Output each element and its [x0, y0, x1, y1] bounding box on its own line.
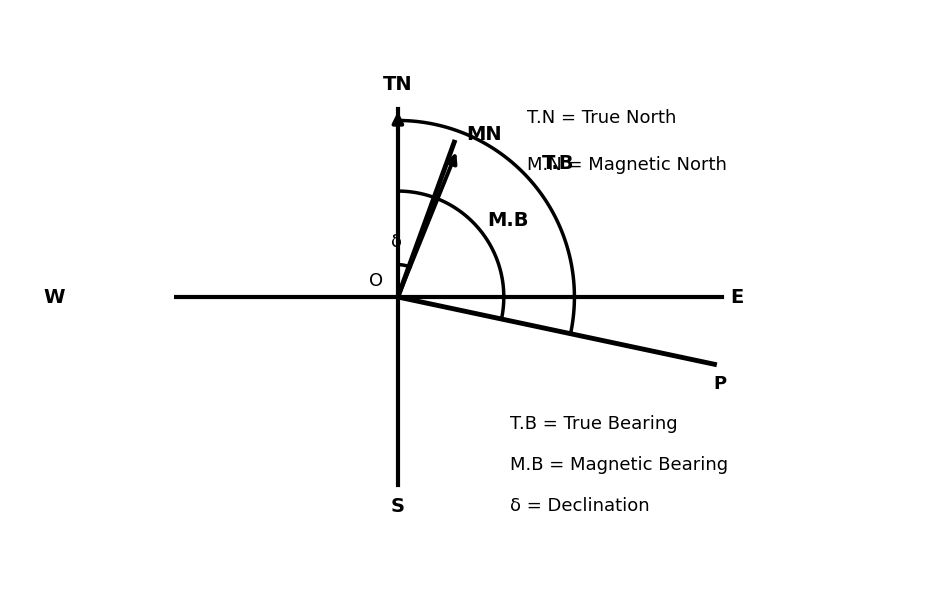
- Text: δ: δ: [391, 233, 402, 251]
- Text: W: W: [44, 287, 66, 307]
- Text: O: O: [369, 272, 383, 290]
- Text: P: P: [713, 375, 726, 393]
- Text: T.B: T.B: [541, 154, 574, 173]
- Text: M.B: M.B: [487, 210, 528, 229]
- Text: δ = Declination: δ = Declination: [509, 497, 649, 515]
- Text: TN: TN: [383, 75, 412, 94]
- Text: MN: MN: [466, 125, 502, 144]
- Text: S: S: [390, 497, 404, 516]
- Text: M.N = Magnetic North: M.N = Magnetic North: [527, 156, 726, 174]
- Text: E: E: [729, 287, 743, 307]
- Text: M.B = Magnetic Bearing: M.B = Magnetic Bearing: [509, 456, 727, 474]
- Text: T.N = True North: T.N = True North: [527, 109, 676, 127]
- Text: T.B = True Bearing: T.B = True Bearing: [509, 415, 677, 432]
